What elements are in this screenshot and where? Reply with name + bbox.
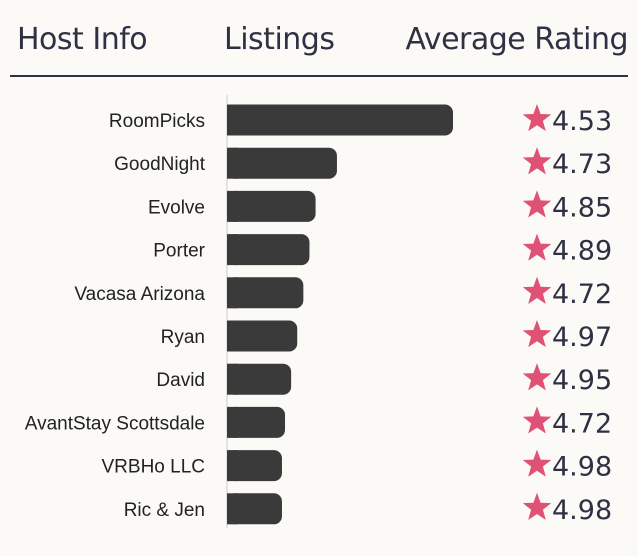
listing-bar-base xyxy=(227,104,237,136)
header-average-rating: Average Rating xyxy=(405,22,629,57)
star-icon xyxy=(522,492,552,520)
rating-value: 4.72 xyxy=(552,408,612,439)
listing-bar xyxy=(227,406,286,438)
rating-value: 4.73 xyxy=(552,149,612,180)
host-label: Evolve xyxy=(148,197,205,218)
listing-bar xyxy=(227,234,310,266)
header-divider xyxy=(10,75,628,77)
listing-bar-base xyxy=(227,147,237,179)
listing-bar-base xyxy=(227,493,237,525)
listing-bar-base xyxy=(227,363,237,395)
listing-bar-base xyxy=(227,320,237,352)
host-label: Vacasa Arizona xyxy=(74,284,205,305)
listing-bar xyxy=(227,190,316,222)
rating-value: 4.85 xyxy=(552,192,612,223)
star-icon xyxy=(522,147,552,175)
rating-value: 4.98 xyxy=(552,452,612,483)
listing-bar-base xyxy=(227,450,237,482)
rating-value: 4.97 xyxy=(552,322,612,353)
star-icon xyxy=(522,406,552,434)
listing-bar xyxy=(227,104,453,136)
table-header: Host Info Listings Average Rating xyxy=(0,0,638,78)
host-label: GoodNight xyxy=(114,154,206,175)
listing-bar-base xyxy=(227,406,237,438)
rating-value: 4.89 xyxy=(552,236,612,267)
star-icon xyxy=(522,449,552,477)
listing-bar-base xyxy=(227,277,237,309)
listing-bar xyxy=(227,320,298,352)
star-icon xyxy=(522,276,552,304)
listing-bar-base xyxy=(227,190,237,222)
listing-bar xyxy=(227,450,282,482)
listing-bar-base xyxy=(227,234,237,266)
header-host-info: Host Info xyxy=(17,22,148,57)
rating-value: 4.95 xyxy=(552,365,612,396)
rating-value: 4.72 xyxy=(552,279,612,310)
rating-value: 4.53 xyxy=(552,106,612,137)
star-icon xyxy=(522,190,552,218)
host-label: Ric & Jen xyxy=(124,500,205,521)
host-label: Porter xyxy=(153,241,205,262)
host-label: Ryan xyxy=(161,327,205,348)
header-listings: Listings xyxy=(224,22,335,57)
listing-bar xyxy=(227,363,292,395)
listing-bar xyxy=(227,147,337,179)
star-icon xyxy=(522,363,552,391)
host-label: David xyxy=(156,370,205,391)
host-label: AvantStay Scottsdale xyxy=(25,413,205,434)
host-label: VRBHo LLC xyxy=(102,457,206,478)
listing-bar xyxy=(227,493,282,525)
star-icon xyxy=(522,233,552,261)
listing-bar xyxy=(227,277,304,309)
star-icon xyxy=(522,104,552,132)
host-label: RoomPicks xyxy=(109,111,205,132)
rating-value: 4.98 xyxy=(552,495,612,526)
star-icon xyxy=(522,320,552,348)
